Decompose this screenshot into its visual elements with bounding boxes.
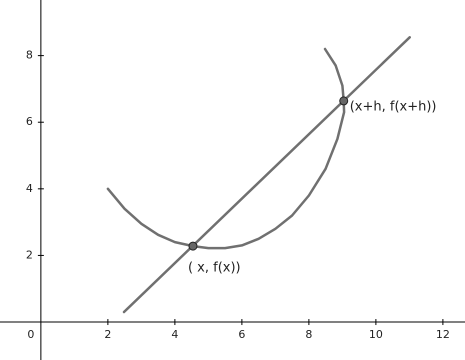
x-tick-label: 8 [305, 328, 312, 341]
point-label: ( x, f(x)) [188, 261, 241, 276]
curve [106, 47, 346, 250]
point [339, 96, 349, 106]
y-tick-label: 2 [26, 248, 33, 261]
point-label: (x+h, f(x+h)) [350, 99, 437, 114]
x-tick-label: 2 [104, 328, 111, 341]
x-tick-label: 4 [171, 328, 178, 341]
curve [122, 36, 411, 314]
x-tick-label: 6 [238, 328, 245, 341]
y-tick-label: 4 [26, 182, 33, 195]
point [188, 241, 198, 251]
origin-label: 0 [27, 328, 34, 341]
x-tick-label: 10 [369, 328, 383, 341]
x-tick-label: 12 [436, 328, 450, 341]
y-tick-label: 8 [26, 49, 33, 62]
y-tick-label: 6 [26, 115, 33, 128]
